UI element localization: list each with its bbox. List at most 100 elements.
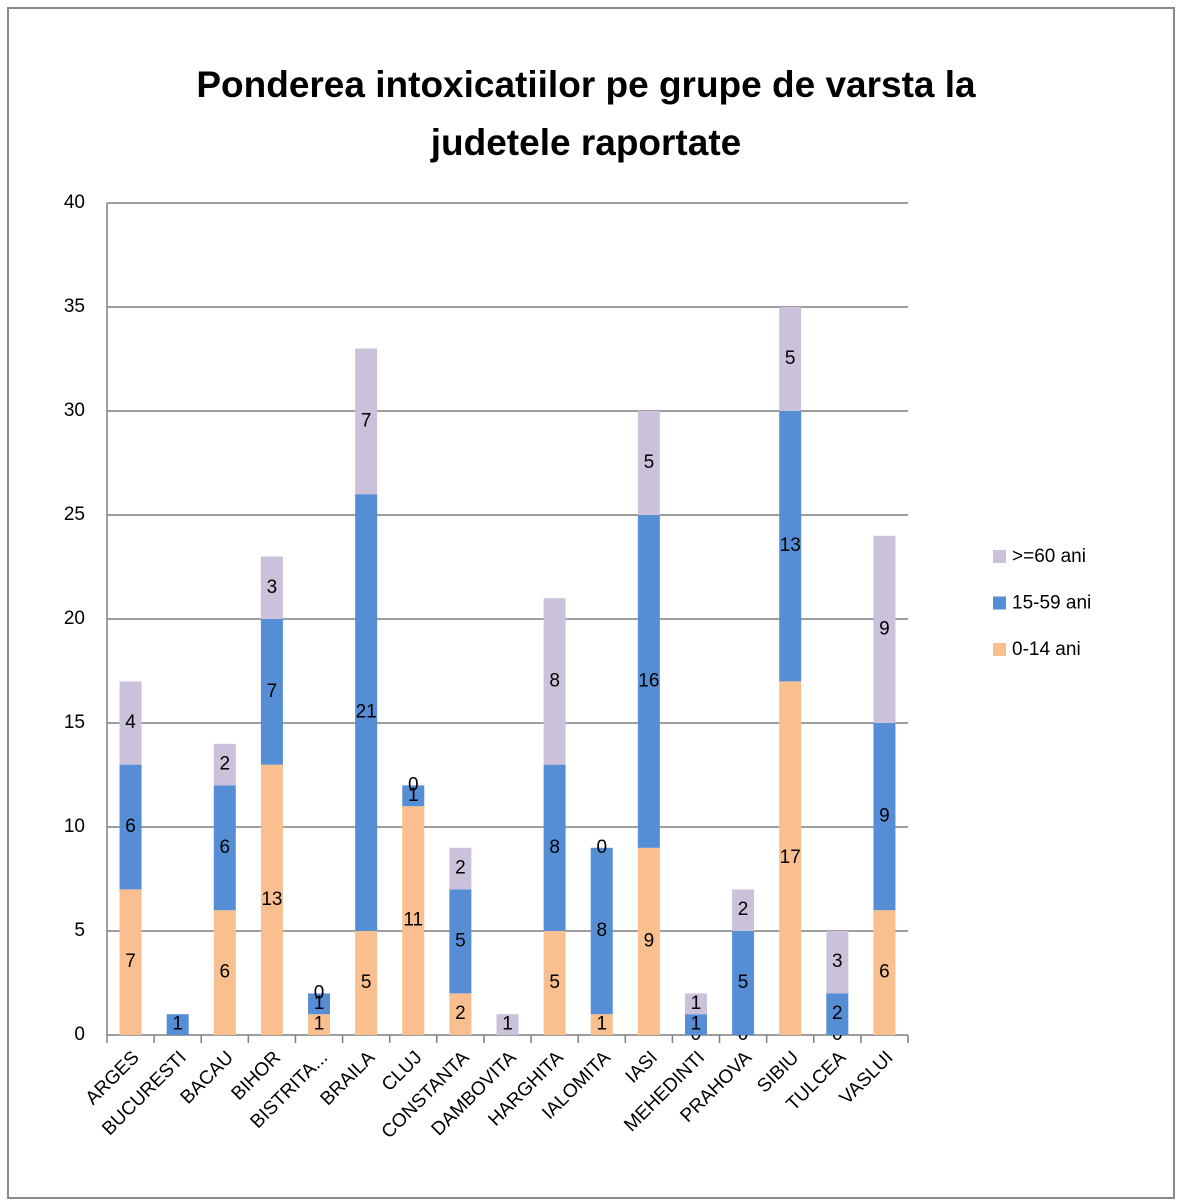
data-label: 8 (549, 837, 560, 858)
data-label: 1 (314, 1014, 325, 1035)
data-label: 1 (408, 785, 419, 806)
data-label: 17 (780, 847, 801, 868)
bar-segment (213, 910, 236, 1035)
legend-label: >=60 ani (1012, 546, 1086, 567)
legend-label: 15-59 ani (1012, 593, 1091, 614)
bar-segment (684, 993, 707, 1015)
bar-segment (826, 931, 849, 994)
data-label: 1 (596, 1014, 607, 1035)
bar-segment (543, 598, 566, 765)
bar-segment (260, 764, 283, 1035)
bar-segment (826, 993, 849, 1035)
bar-segment (496, 1014, 519, 1035)
bar-segment (543, 931, 566, 1035)
data-label: 0 (596, 837, 607, 858)
data-label: 1 (691, 993, 702, 1014)
bar-segment (543, 764, 566, 931)
bar-segment (779, 681, 802, 1035)
bar-segment (449, 847, 472, 890)
legend-swatch (993, 596, 1006, 610)
data-label: 5 (785, 348, 796, 369)
legend-swatch (993, 550, 1006, 563)
data-label: 3 (267, 577, 278, 598)
bar-segment (590, 1014, 613, 1035)
chart-title: Ponderea intoxicatiilor pe grupe de vars… (196, 64, 976, 105)
bar-segment (213, 785, 236, 911)
bar-segment (355, 931, 378, 1035)
y-tick-label: 30 (64, 400, 85, 421)
data-label: 2 (220, 754, 231, 775)
bar-segment (449, 993, 472, 1035)
data-label: 1 (314, 993, 325, 1014)
bar-segment (637, 847, 660, 1035)
bar-segment (873, 910, 896, 1035)
data-label: 2 (455, 1003, 466, 1024)
data-label: 7 (125, 951, 136, 972)
bar-segment (590, 847, 613, 1015)
legend-label: 0-14 ani (1012, 639, 1081, 660)
data-label: 6 (125, 816, 136, 837)
bar-segment (355, 348, 378, 495)
data-label: 5 (455, 930, 466, 951)
data-label: 5 (549, 972, 560, 993)
data-label: 3 (832, 951, 843, 972)
y-tick-label: 15 (64, 712, 85, 733)
data-label: 6 (220, 962, 231, 983)
bar-segment (449, 889, 472, 994)
bar-segment (873, 723, 896, 911)
data-label: 6 (879, 962, 890, 983)
y-tick-label: 35 (64, 296, 85, 317)
bar-segment (119, 764, 142, 890)
data-label: 0 (314, 982, 325, 1003)
bar-segment (213, 743, 236, 786)
bar-segment (119, 889, 142, 1035)
data-label: 7 (267, 681, 278, 702)
bar-segment (637, 515, 660, 848)
bar-segment (260, 619, 283, 765)
data-label: 9 (644, 930, 655, 951)
data-label: 5 (644, 452, 655, 473)
bar-segment (402, 806, 425, 1035)
bar-segment (684, 1014, 707, 1035)
bar-segment (308, 993, 331, 1015)
data-label: 0 (408, 774, 419, 795)
data-label: 5 (738, 972, 749, 993)
y-tick-label: 0 (74, 1024, 85, 1045)
bar-segment (308, 1014, 331, 1035)
data-label: 1 (691, 1014, 702, 1035)
data-label: 2 (455, 858, 466, 879)
data-label: 21 (356, 702, 377, 723)
bar-segment (732, 889, 755, 931)
bar-segment (260, 556, 283, 619)
y-tick-label: 25 (64, 504, 85, 525)
data-label: 6 (220, 837, 231, 858)
data-label: 1 (502, 1014, 513, 1035)
bar-segment (779, 411, 802, 682)
data-label: 7 (361, 410, 372, 431)
data-label: 2 (832, 1003, 843, 1024)
data-label: 13 (261, 889, 282, 910)
data-label: 13 (780, 535, 801, 556)
y-tick-label: 20 (64, 608, 85, 629)
bar-segment (873, 535, 896, 723)
y-tick-label: 10 (64, 816, 85, 837)
chart-title: judetele raportate (430, 122, 741, 163)
data-label: 2 (738, 899, 749, 920)
bar-segment (166, 1014, 189, 1035)
bar-segment (637, 411, 660, 515)
data-label: 4 (125, 712, 136, 733)
data-label: 5 (361, 972, 372, 993)
legend-swatch (993, 643, 1006, 656)
bar-segment (119, 681, 142, 765)
data-label: 1 (172, 1014, 183, 1035)
y-tick-label: 40 (64, 192, 85, 213)
data-label: 8 (596, 920, 607, 941)
data-label: 9 (879, 618, 890, 639)
data-label: 9 (879, 806, 890, 827)
y-tick-label: 5 (74, 920, 85, 941)
bar-segment (355, 494, 378, 931)
data-label: 11 (403, 910, 423, 931)
bar-segment (732, 931, 755, 1035)
bar-segment (779, 307, 802, 411)
